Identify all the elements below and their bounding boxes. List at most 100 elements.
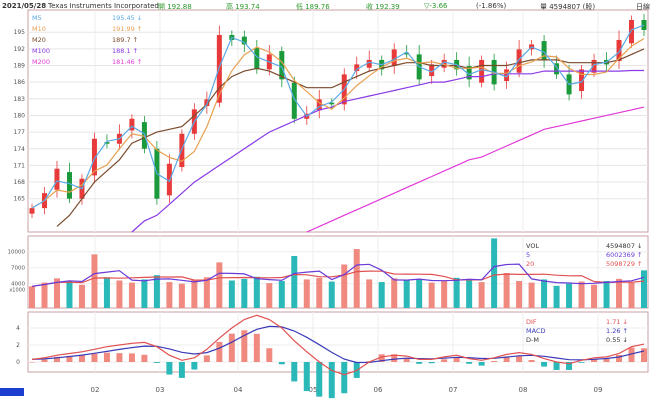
legend-label: M10 [32, 25, 46, 33]
macd-histogram-bar [141, 354, 148, 362]
legend-label: M100 [32, 47, 51, 55]
volume-bar [266, 283, 273, 308]
volume-bar [216, 262, 223, 308]
y-tick-label: 192 [14, 46, 26, 53]
macd-histogram-bar [641, 348, 647, 362]
legend-value: 188.1 ↑ [112, 47, 139, 55]
macd-histogram-bar [253, 333, 260, 362]
y-tick-label: 10000 [8, 250, 26, 256]
candle-body [316, 99, 322, 111]
macd-histogram-bar [41, 359, 48, 362]
x-tick-label: 08 [519, 386, 528, 394]
close-price: 收 192.39 [366, 3, 400, 11]
y-tick-label: 183 [14, 96, 26, 103]
panel-border [27, 311, 649, 373]
y-tick-label: 174 [14, 146, 26, 153]
macd-histogram-bar [128, 353, 135, 362]
candle-body [54, 168, 60, 190]
legend-label: 5 [526, 251, 531, 259]
candle-body [554, 63, 560, 75]
x-tick-label: 04 [234, 386, 243, 394]
volume-bar [453, 277, 460, 308]
macd-histogram-bar [316, 362, 323, 397]
macd-histogram-bar [503, 356, 510, 362]
macd-histogram-bar [203, 355, 210, 362]
legend-label: DIF [526, 318, 537, 326]
macd-histogram-bar [453, 357, 460, 362]
y-tick-label: 4000 [11, 282, 25, 288]
price-change-pct: (-1.86%) [476, 2, 507, 10]
legend-label: M5 [32, 14, 42, 22]
macd-histogram-bar [491, 360, 498, 362]
volume-bar [353, 249, 360, 308]
volume-bar [166, 282, 173, 308]
settings-button[interactable] [0, 388, 24, 396]
low-price: 低 189.76 [296, 3, 330, 11]
volume-bar [541, 279, 548, 308]
volume-bar [141, 279, 148, 308]
macd-histogram-bar [541, 362, 548, 367]
candle-body [641, 19, 647, 30]
candle-body [279, 51, 285, 80]
period-selector[interactable]: 日線 [636, 3, 650, 11]
volume-bar [416, 278, 423, 308]
candle-body [579, 69, 585, 92]
volume-bar [53, 278, 60, 308]
legend-value: 4594807 ↓ [606, 242, 643, 250]
volume-bar [466, 279, 473, 308]
macd-histogram-bar [478, 362, 485, 366]
volume-bar [616, 278, 623, 308]
volume-bar [241, 278, 248, 308]
volume-bar [78, 284, 85, 308]
volume-bar [116, 280, 123, 308]
macd-histogram-bar [166, 362, 173, 375]
legend-value: 1.26 ↑ [606, 327, 628, 335]
macd-histogram-bar [441, 359, 448, 362]
x-tick-label: 09 [594, 386, 603, 394]
macd-histogram-bar [303, 362, 310, 392]
volume-bar [103, 277, 110, 308]
volume-bar [278, 281, 285, 308]
candle-body [541, 41, 547, 60]
candle-body [354, 64, 360, 72]
volume-bar [341, 264, 348, 308]
macd-signal-line [31, 325, 645, 364]
macd-histogram-bar [228, 333, 235, 362]
panel-border [27, 235, 649, 309]
x-tick-label: 05 [309, 386, 318, 394]
volume-bar [391, 278, 398, 308]
volume-bar [91, 254, 98, 308]
legend-value: 5098729 ↑ [606, 260, 643, 268]
volume-bar [591, 284, 598, 308]
macd-histogram-bar [391, 354, 398, 362]
candle-body [516, 49, 522, 73]
y-tick-label: 4 [16, 325, 20, 332]
macd-histogram-bar [53, 356, 60, 362]
volume-bar [153, 275, 160, 308]
candle-body [504, 69, 510, 82]
macd-histogram-bar [516, 355, 523, 362]
volume-bar [178, 283, 185, 308]
candle-body [166, 163, 172, 196]
volume-bar [203, 277, 210, 308]
volume-bar [303, 279, 310, 308]
candle-body [291, 82, 297, 119]
volume-bar [578, 281, 585, 308]
macd-histogram-bar [116, 353, 123, 362]
ma100-line [131, 69, 644, 233]
candle-body [104, 142, 110, 144]
legend-value: 0.55 ↓ [606, 336, 628, 344]
panel-border [27, 9, 649, 233]
candle-body [241, 36, 247, 45]
volume-bar [403, 279, 410, 308]
macd-histogram-bar [191, 362, 198, 370]
legend-label: M200 [32, 58, 51, 66]
y-tick-label: 0 [16, 359, 20, 366]
candle-body [91, 138, 97, 176]
high-price: 高 193.74 [226, 3, 260, 11]
legend-value: 181.46 ↑ [112, 58, 143, 66]
volume-bar [441, 280, 448, 308]
candle-body [616, 39, 622, 62]
chart-date: 2021/05/28 [2, 2, 47, 10]
